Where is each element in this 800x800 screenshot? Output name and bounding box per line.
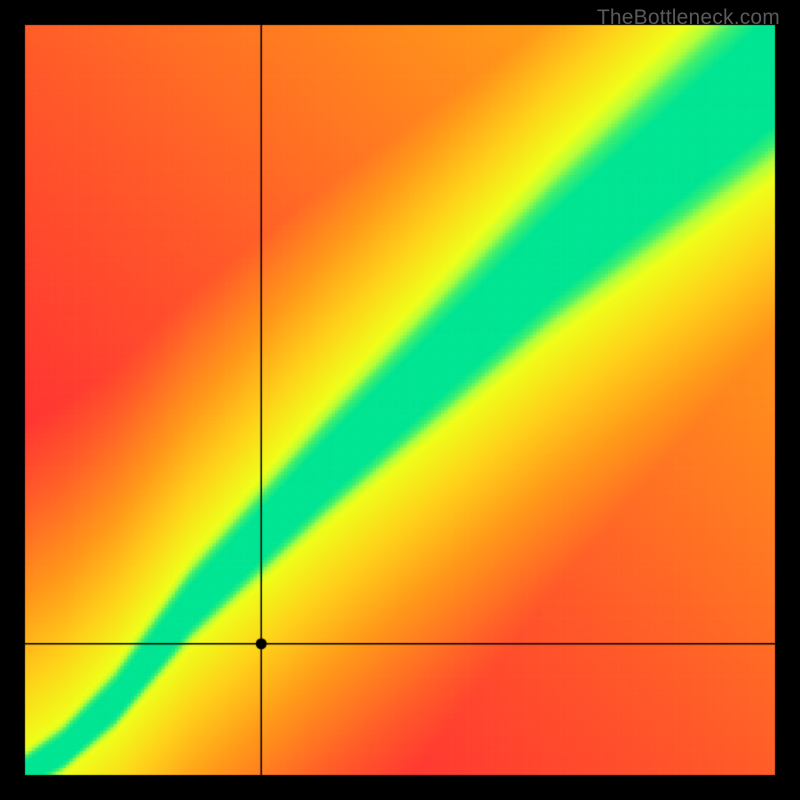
chart-container: TheBottleneck.com — [0, 0, 800, 800]
watermark-text: TheBottleneck.com — [597, 6, 780, 30]
bottleneck-heatmap-canvas — [0, 0, 800, 800]
